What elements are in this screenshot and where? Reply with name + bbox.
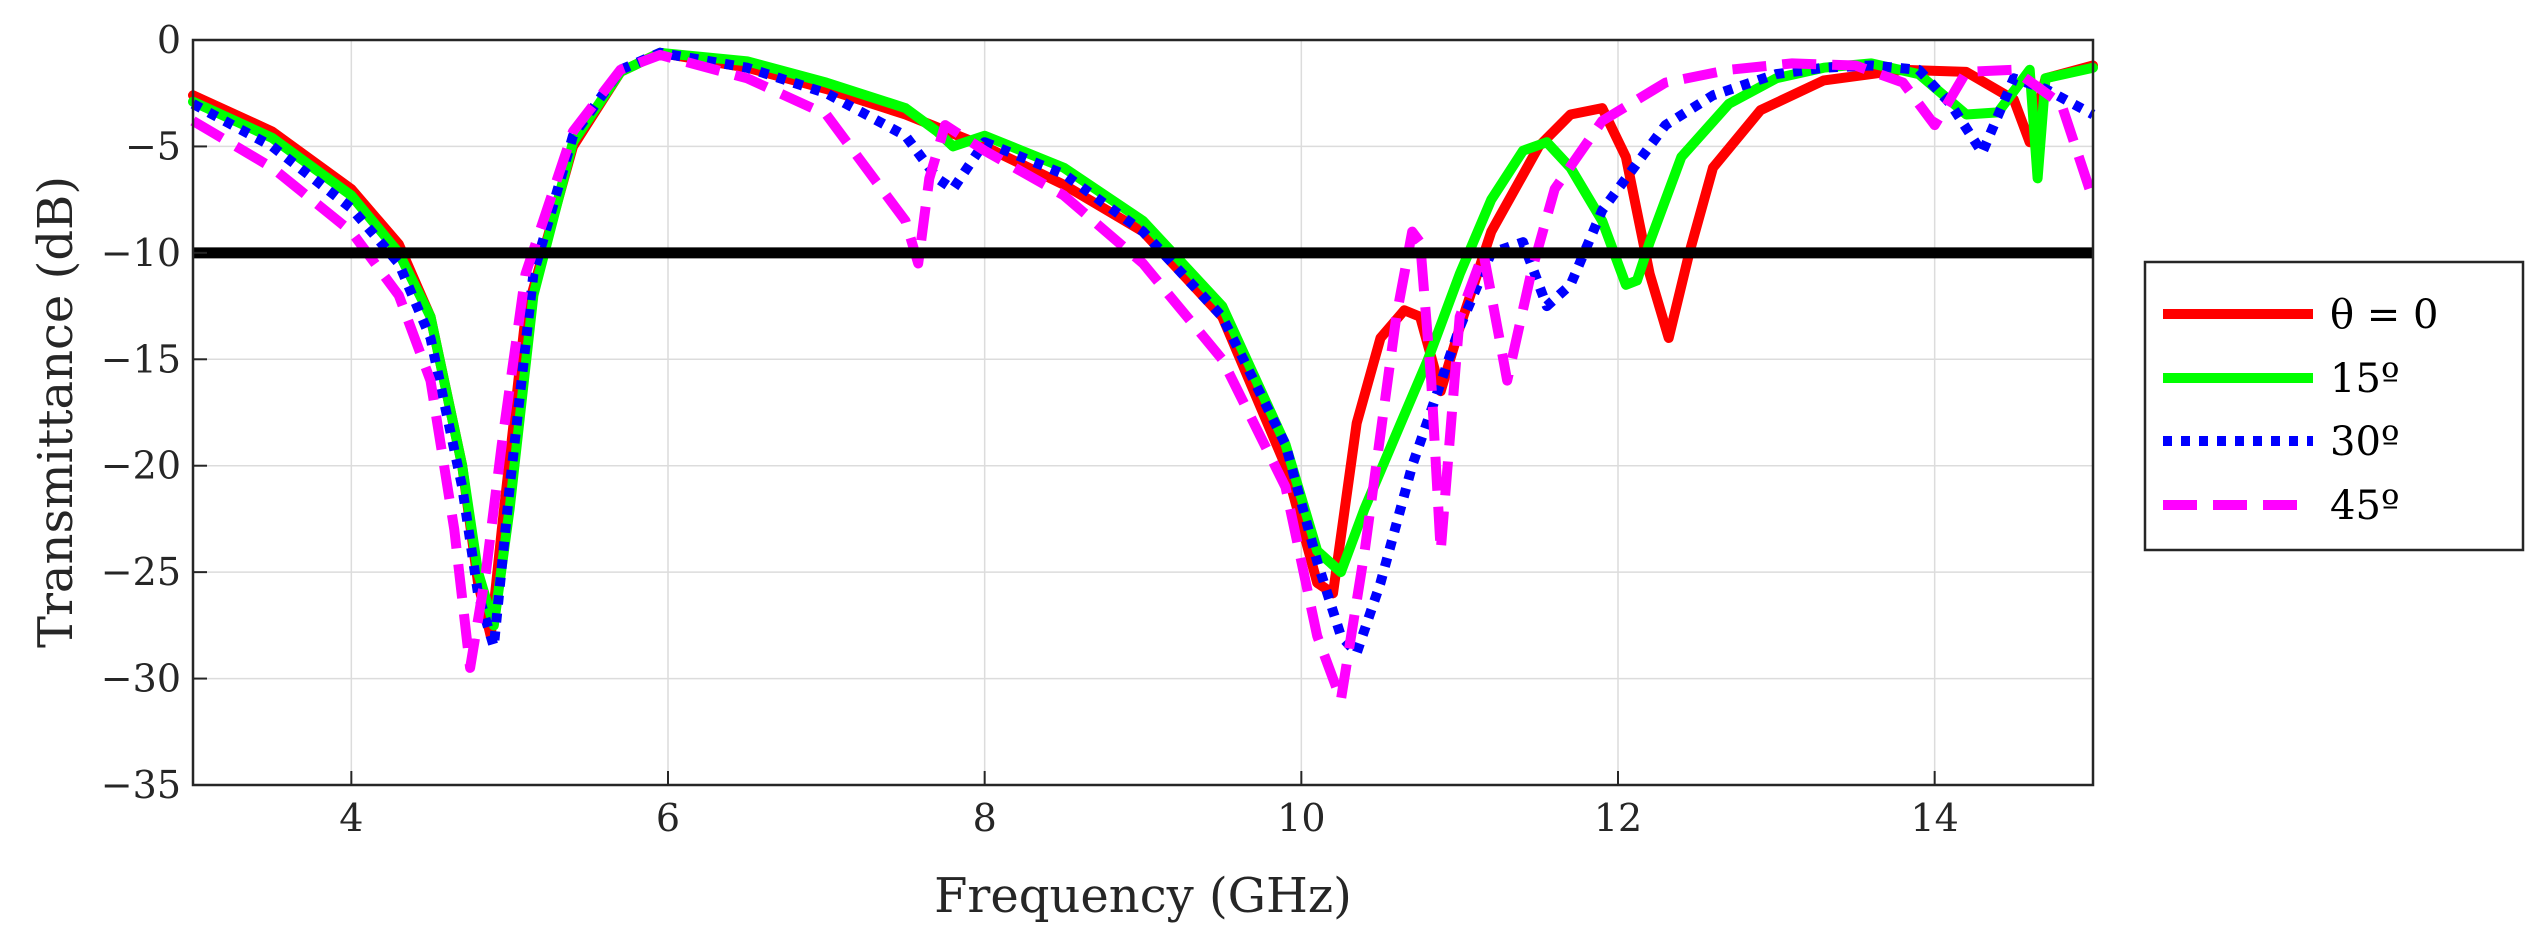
y-tick-label: −5 xyxy=(125,124,181,168)
x-axis-label: Frequency (GHz) xyxy=(934,868,1352,924)
x-tick-label: 10 xyxy=(1277,796,1325,840)
x-tick-label: 12 xyxy=(1594,796,1642,840)
plot-frame xyxy=(191,38,2095,787)
y-tick-label: −35 xyxy=(101,763,181,807)
series-line-4 xyxy=(190,49,2098,705)
y-tick-label: −30 xyxy=(101,657,181,701)
x-tick-label: 4 xyxy=(339,796,363,840)
legend: θ = 0 15º 30º 45º xyxy=(2143,260,2525,552)
legend-entries: θ = 0 15º 30º 45º xyxy=(2163,292,2438,529)
y-tick-label: 0 xyxy=(157,18,181,62)
y-tick-label: −20 xyxy=(101,444,181,488)
y-tick-label: −15 xyxy=(101,337,181,381)
y-tick-label: −25 xyxy=(101,550,181,594)
legend-label-1: θ = 0 xyxy=(2330,292,2438,338)
legend-label-3: 30º xyxy=(2330,419,2400,465)
x-ticks: 4 6 8 10 12 14 xyxy=(339,771,1959,840)
x-tick-label: 6 xyxy=(656,796,680,840)
y-tick-label: −10 xyxy=(101,231,181,275)
x-tick-label: 8 xyxy=(973,796,997,840)
y-ticks: 0 −5 −10 −15 −20 −25 −30 −35 xyxy=(101,18,207,807)
legend-label-4: 45º xyxy=(2330,483,2400,529)
y-axis-label: Transmittance (dB) xyxy=(28,176,84,648)
x-tick-label: 14 xyxy=(1910,796,1958,840)
legend-label-2: 15º xyxy=(2330,356,2400,402)
series-group xyxy=(188,47,2098,705)
